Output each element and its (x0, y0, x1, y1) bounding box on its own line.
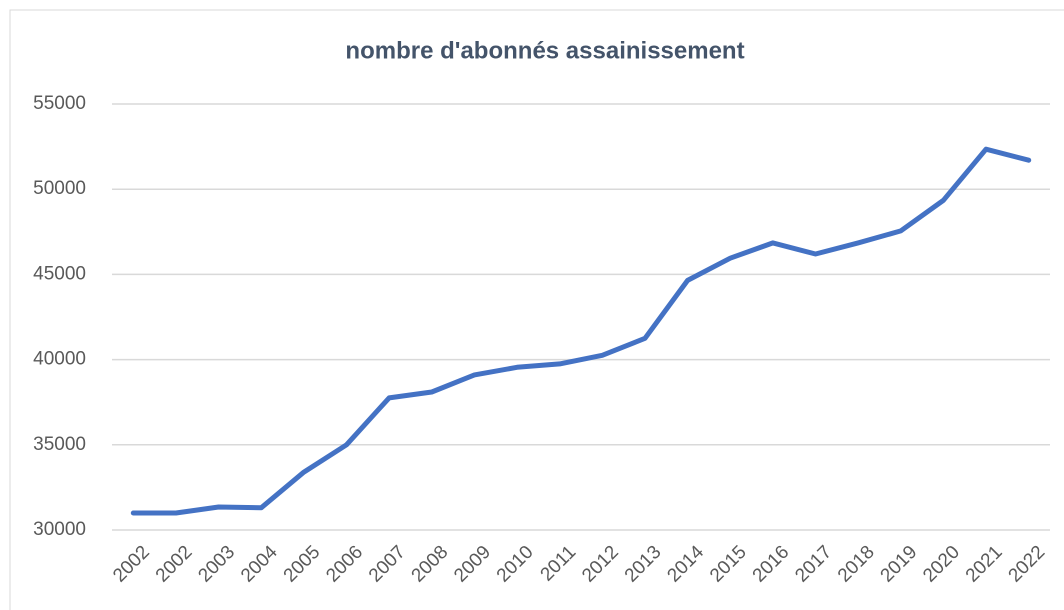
line (130, 146, 1032, 516)
y-tick-label: 55000 (33, 93, 86, 114)
y-tick-label: 50000 (33, 178, 86, 199)
y-tick-label: 40000 (33, 349, 86, 370)
chart-title: nombre d'abonnés assainissement (345, 37, 744, 64)
chart-frame (9, 9, 1064, 610)
y-tick-label: 30000 (33, 519, 86, 540)
y-tick-label: 45000 (33, 263, 86, 284)
y-tick-label: 35000 (33, 434, 86, 455)
